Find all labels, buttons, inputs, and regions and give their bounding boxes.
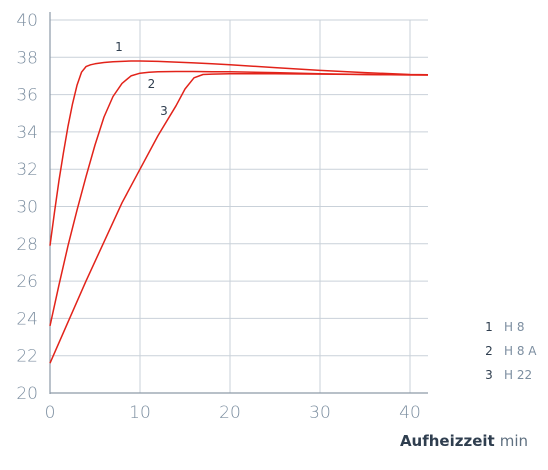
- y-tick-labels: 20 22 24 26 28 30 32 34 36 38 40: [16, 11, 38, 404]
- x-axis-title: Aufheizzeit min: [400, 432, 528, 450]
- y-tick-label: 20: [16, 384, 38, 404]
- x-tick-label: 0: [45, 403, 56, 423]
- legend-number: 1: [485, 320, 493, 334]
- curve-label: 1: [115, 40, 123, 54]
- y-tick-label: 36: [16, 86, 38, 106]
- y-tick-label: 26: [16, 272, 38, 292]
- legend-number: 3: [485, 368, 493, 382]
- y-tick-label: 30: [16, 198, 38, 218]
- legend-entry: H 8 A: [504, 344, 537, 358]
- x-tick-labels: 0 10 20 30 40: [45, 403, 421, 423]
- x-axis-unit: min: [500, 432, 528, 450]
- legend-entry: H 8: [504, 320, 524, 334]
- legend: 1 H 8 2 H 8 A 3 H 22: [485, 320, 537, 382]
- curve-label: 3: [160, 104, 168, 118]
- grid: [50, 19, 428, 393]
- x-tick-label: 30: [309, 403, 331, 423]
- x-tick-label: 20: [219, 403, 241, 423]
- series-lines: [49, 60, 429, 364]
- y-tick-label: 24: [16, 309, 38, 329]
- legend-number: 2: [485, 344, 493, 358]
- x-tick-label: 10: [129, 403, 151, 423]
- y-tick-label: 40: [16, 11, 38, 31]
- x-axis-label: Aufheizzeit: [400, 432, 495, 450]
- y-tick-label: 28: [16, 235, 38, 255]
- axes: [49, 12, 428, 394]
- curve-labels: 1 23: [115, 40, 168, 118]
- series-line: [49, 60, 429, 246]
- curve-label: 2: [148, 77, 156, 91]
- y-tick-label: 22: [16, 347, 38, 367]
- y-tick-label: 38: [16, 48, 38, 68]
- series-line: [49, 70, 428, 327]
- x-tick-label: 40: [399, 403, 421, 423]
- y-tick-label: 32: [16, 160, 38, 180]
- legend-entry: H 22: [504, 368, 532, 382]
- y-tick-label: 34: [16, 123, 38, 143]
- series-line: [49, 72, 429, 364]
